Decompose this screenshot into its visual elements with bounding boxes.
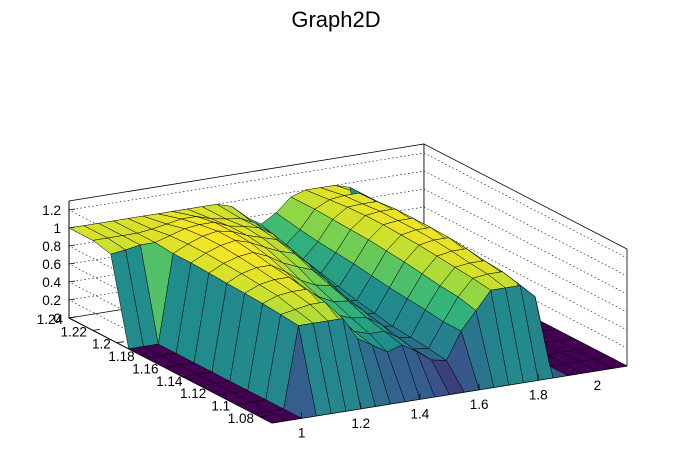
z-tick-label: 1 [53,221,61,236]
y-tick-label: 1.14 [156,374,183,389]
z-tick-label: 1.2 [42,203,61,218]
z-tick-mark [68,208,76,211]
y-tick-label: 1.08 [228,411,254,426]
z-tick-mark [68,298,76,301]
z-tick-label: 0.8 [42,239,61,254]
y-tick-mark [164,366,172,368]
z-tick-label: 0.6 [42,257,61,272]
x-tick-label: 2 [594,378,602,393]
x-tick-label: 1.6 [470,397,489,412]
y-tick-label: 1.24 [37,312,64,327]
y-tick-mark [260,415,268,418]
y-tick-mark [68,316,77,319]
y-tick-label: 1.16 [132,361,158,376]
y-tick-mark [212,390,220,393]
z-gridline [68,152,628,316]
y-tick-label: 1.22 [61,324,87,339]
z-tick-mark [68,262,76,265]
y-tick-label: 1.1 [211,398,230,413]
x-tick-label: 1.4 [411,406,430,421]
z-tick-mark [68,244,76,247]
y-tick-mark [92,328,100,331]
y-tick-label: 1.12 [180,386,206,401]
z-tick-mark [68,226,76,229]
surface-cell [593,356,628,369]
chart-title: Graph2D [291,7,380,32]
tick-labels: 0 0.2 0.4 0.6 0.8 1 1.2 1 1.2 1.4 1.6 1.8 2 1.081.1 1.… [37,203,601,440]
z-tick-mark [68,280,76,283]
y-tick-mark [116,341,124,344]
z-tick-label: 0.2 [42,293,61,308]
z-tick-label: 0.4 [42,275,61,290]
z-gridline [68,170,628,334]
y-tick-mark [236,403,244,405]
z-tick-label: 0 [53,311,61,326]
y-tick-label: 1.18 [108,349,134,364]
x-tick-label: 1.2 [351,416,370,431]
y-tick-mark [188,378,196,381]
x-tick-label: 1 [298,425,306,440]
x-tick-label: 1.8 [529,387,548,402]
y-tick-mark [140,353,148,356]
surface-mesh [68,185,628,424]
y-tick-label: 1.2 [92,337,111,352]
